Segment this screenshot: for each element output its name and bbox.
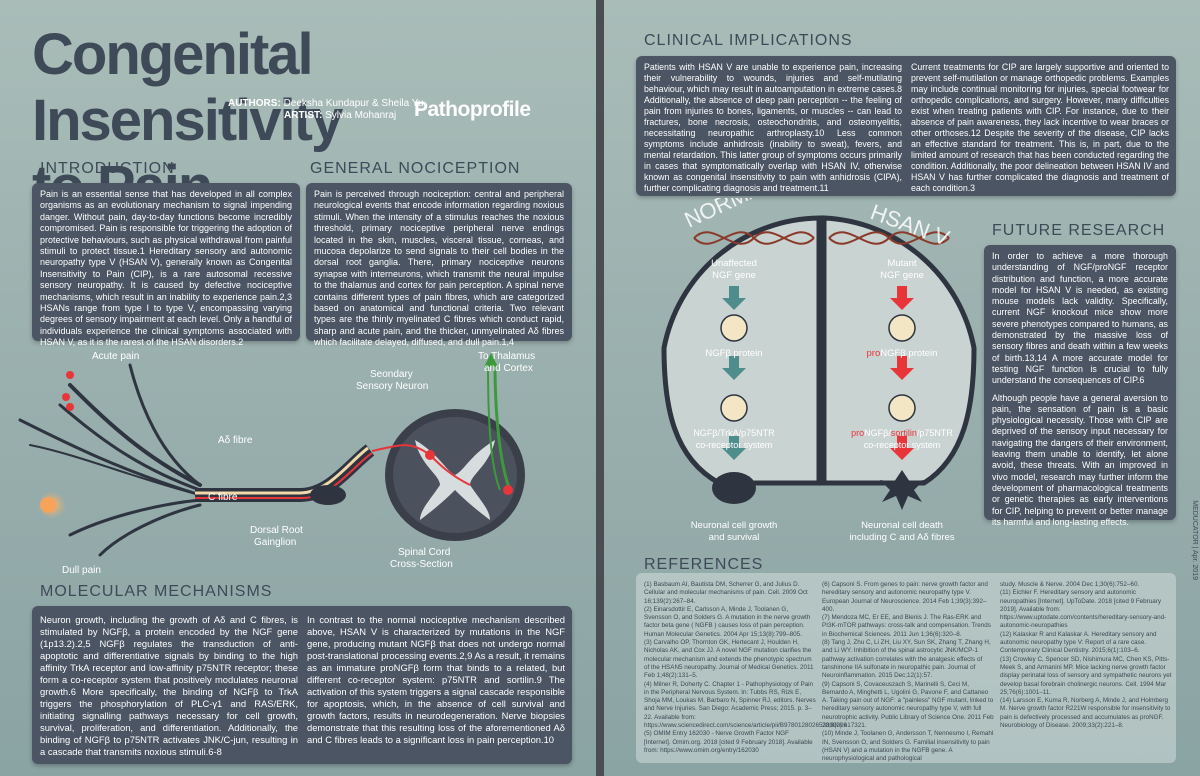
dying-neuron-icon	[880, 470, 924, 510]
label-mutant-1: Mutant	[887, 258, 916, 269]
references-box: (1) Basbaum AI, Bautista DM, Scherrer G,…	[636, 573, 1176, 763]
hsan-panel	[821, 215, 977, 486]
label-pro-ngf-protein: proNGFβ protein	[867, 348, 938, 359]
authors: Deeksha Kundapur & Sheila Yu	[283, 98, 424, 109]
label-c-fibre: C fibre	[208, 492, 238, 503]
nociception-heading: GENERAL NOCICEPTION	[310, 160, 521, 177]
future-heading: FUTURE RESEARCH	[992, 222, 1166, 239]
molecular-heading: MOLECULAR MECHANISMS	[40, 583, 273, 600]
label-growth-2: and survival	[709, 532, 760, 543]
label-death-2: including C and Aδ fibres	[849, 532, 954, 543]
clinical-text-2: Current treatments for CIP are largely s…	[911, 62, 1169, 193]
label-receptor-right: proNGFβ/sortilin/p75NTR	[851, 428, 953, 438]
future-text-1: In order to achieve a more thorough unde…	[992, 251, 1168, 386]
molecular-text-1: Neuron growth, including the growth of A…	[40, 614, 298, 757]
introduction-box: Pain is an essential sense that has deve…	[32, 183, 300, 347]
normal-arrows	[722, 286, 746, 460]
clinical-text-1: Patients with HSAN V are unable to exper…	[644, 62, 902, 193]
brand-logo: Pathoprofile	[414, 98, 531, 121]
label-coreceptor-right: co-receptor system	[864, 440, 941, 450]
dull-pain-source	[40, 497, 56, 513]
a-delta-fibre	[195, 446, 369, 495]
label-drg-2: Gainglion	[254, 537, 296, 548]
introduction-text: Pain is an essential sense that has deve…	[40, 189, 292, 348]
references-heading: REFERENCES	[644, 556, 764, 573]
page-gutter	[596, 0, 604, 776]
label-secondary-1: Seondary	[370, 369, 413, 380]
ngf-comparison-illustration: NORMAL HSAN V Unaffected NGF gene Mutant…	[661, 198, 977, 543]
label-thalamus-2: and Cortex	[484, 363, 533, 374]
mutant-arrows	[890, 286, 914, 460]
introduction-heading: INTRODUCTION	[40, 160, 175, 177]
label-acute-pain: Acute pain	[92, 351, 139, 362]
label-growth-1: Neuronal cell growth	[691, 520, 778, 531]
title-line-1: Congenital Insensitivity	[32, 22, 343, 153]
label-receptor-left: NGFβ/TrkA/p75NTR	[693, 428, 775, 438]
acute-pain-point-3	[66, 403, 74, 411]
left-page: Congenital Insensitivity to Pain AUTHORS…	[0, 0, 596, 776]
artist: Sylvia Mohanraj	[325, 110, 397, 121]
label-unaffected-2: NGF gene	[712, 270, 756, 281]
credits: AUTHORS: Deeksha Kundapur & Sheila Yu AR…	[228, 98, 423, 122]
references-col-1: (1) Basbaum AI, Bautista DM, Scherrer G,…	[644, 581, 848, 754]
future-box: In order to achieve a more thorough unde…	[984, 245, 1176, 527]
secondary-neuron-body	[503, 485, 513, 495]
pro-ngf-protein-icon	[888, 314, 916, 342]
nociception-box: Pain is perceived through nociception: c…	[306, 183, 572, 347]
label-spinal-2: Cross-Section	[390, 559, 453, 570]
label-coreceptor-left: co-receptor system	[696, 440, 773, 450]
normal-panel	[661, 215, 822, 486]
label-secondary-2: Sensory Neuron	[356, 381, 428, 392]
label-ngf-protein: NGFβ protein	[705, 348, 762, 359]
acute-pain-point-1	[66, 371, 74, 379]
label-unaffected-1: Unaffected	[711, 258, 757, 269]
sortilin-complex-icon	[888, 394, 916, 422]
label-drg-1: Dorsal Root	[250, 525, 303, 536]
nociception-text: Pain is perceived through nociception: c…	[314, 189, 564, 348]
spinal-nerve	[195, 444, 375, 502]
molecular-box: Neuron growth, including the growth of A…	[32, 606, 572, 764]
label-thalamus-1: To Thalamus	[478, 351, 535, 362]
up-arrow-icon	[484, 353, 498, 367]
dorsal-root-ganglion	[310, 485, 346, 505]
receptor-complex-icon	[720, 394, 748, 422]
healthy-neuron-icon	[712, 472, 756, 504]
side-text: MEDUCATOR | Apr. 2019	[1191, 500, 1198, 580]
ngf-protein-icon	[720, 314, 748, 342]
molecular-text-2: In contrast to the normal nociceptive me…	[307, 614, 565, 745]
right-page: CLINICAL IMPLICATIONS Patients with HSAN…	[604, 0, 1200, 776]
clinical-box: Patients with HSAN V are unable to exper…	[636, 56, 1176, 196]
artist-label: ARTIST:	[284, 110, 323, 121]
label-dull-pain: Dull pain	[62, 565, 101, 575]
future-text-2: Although people have a general aversion …	[992, 392, 1168, 527]
c-fibre	[195, 452, 373, 499]
label-spinal-1: Spinal Cord	[398, 547, 450, 558]
label-death-1: Neuronal cell death	[861, 520, 943, 531]
clinical-heading: CLINICAL IMPLICATIONS	[644, 32, 853, 49]
authors-label: AUTHORS:	[228, 98, 281, 109]
ascending-tract	[493, 364, 512, 491]
nerve-branches	[18, 363, 202, 557]
nociception-illustration: Acute pain Dull pain Aδ fibre C fibre Do…	[18, 351, 535, 575]
label-mutant-2: NGF gene	[880, 270, 924, 281]
label-a-delta: Aδ fibre	[218, 435, 253, 446]
references-col-3: study. Muscle & Nerve. 2004 Dec 1;30(6):…	[1000, 581, 1172, 730]
references-col-2: (6) Capsoni S. From genes to pain: nerve…	[822, 581, 994, 763]
acute-pain-point-2	[62, 393, 70, 401]
